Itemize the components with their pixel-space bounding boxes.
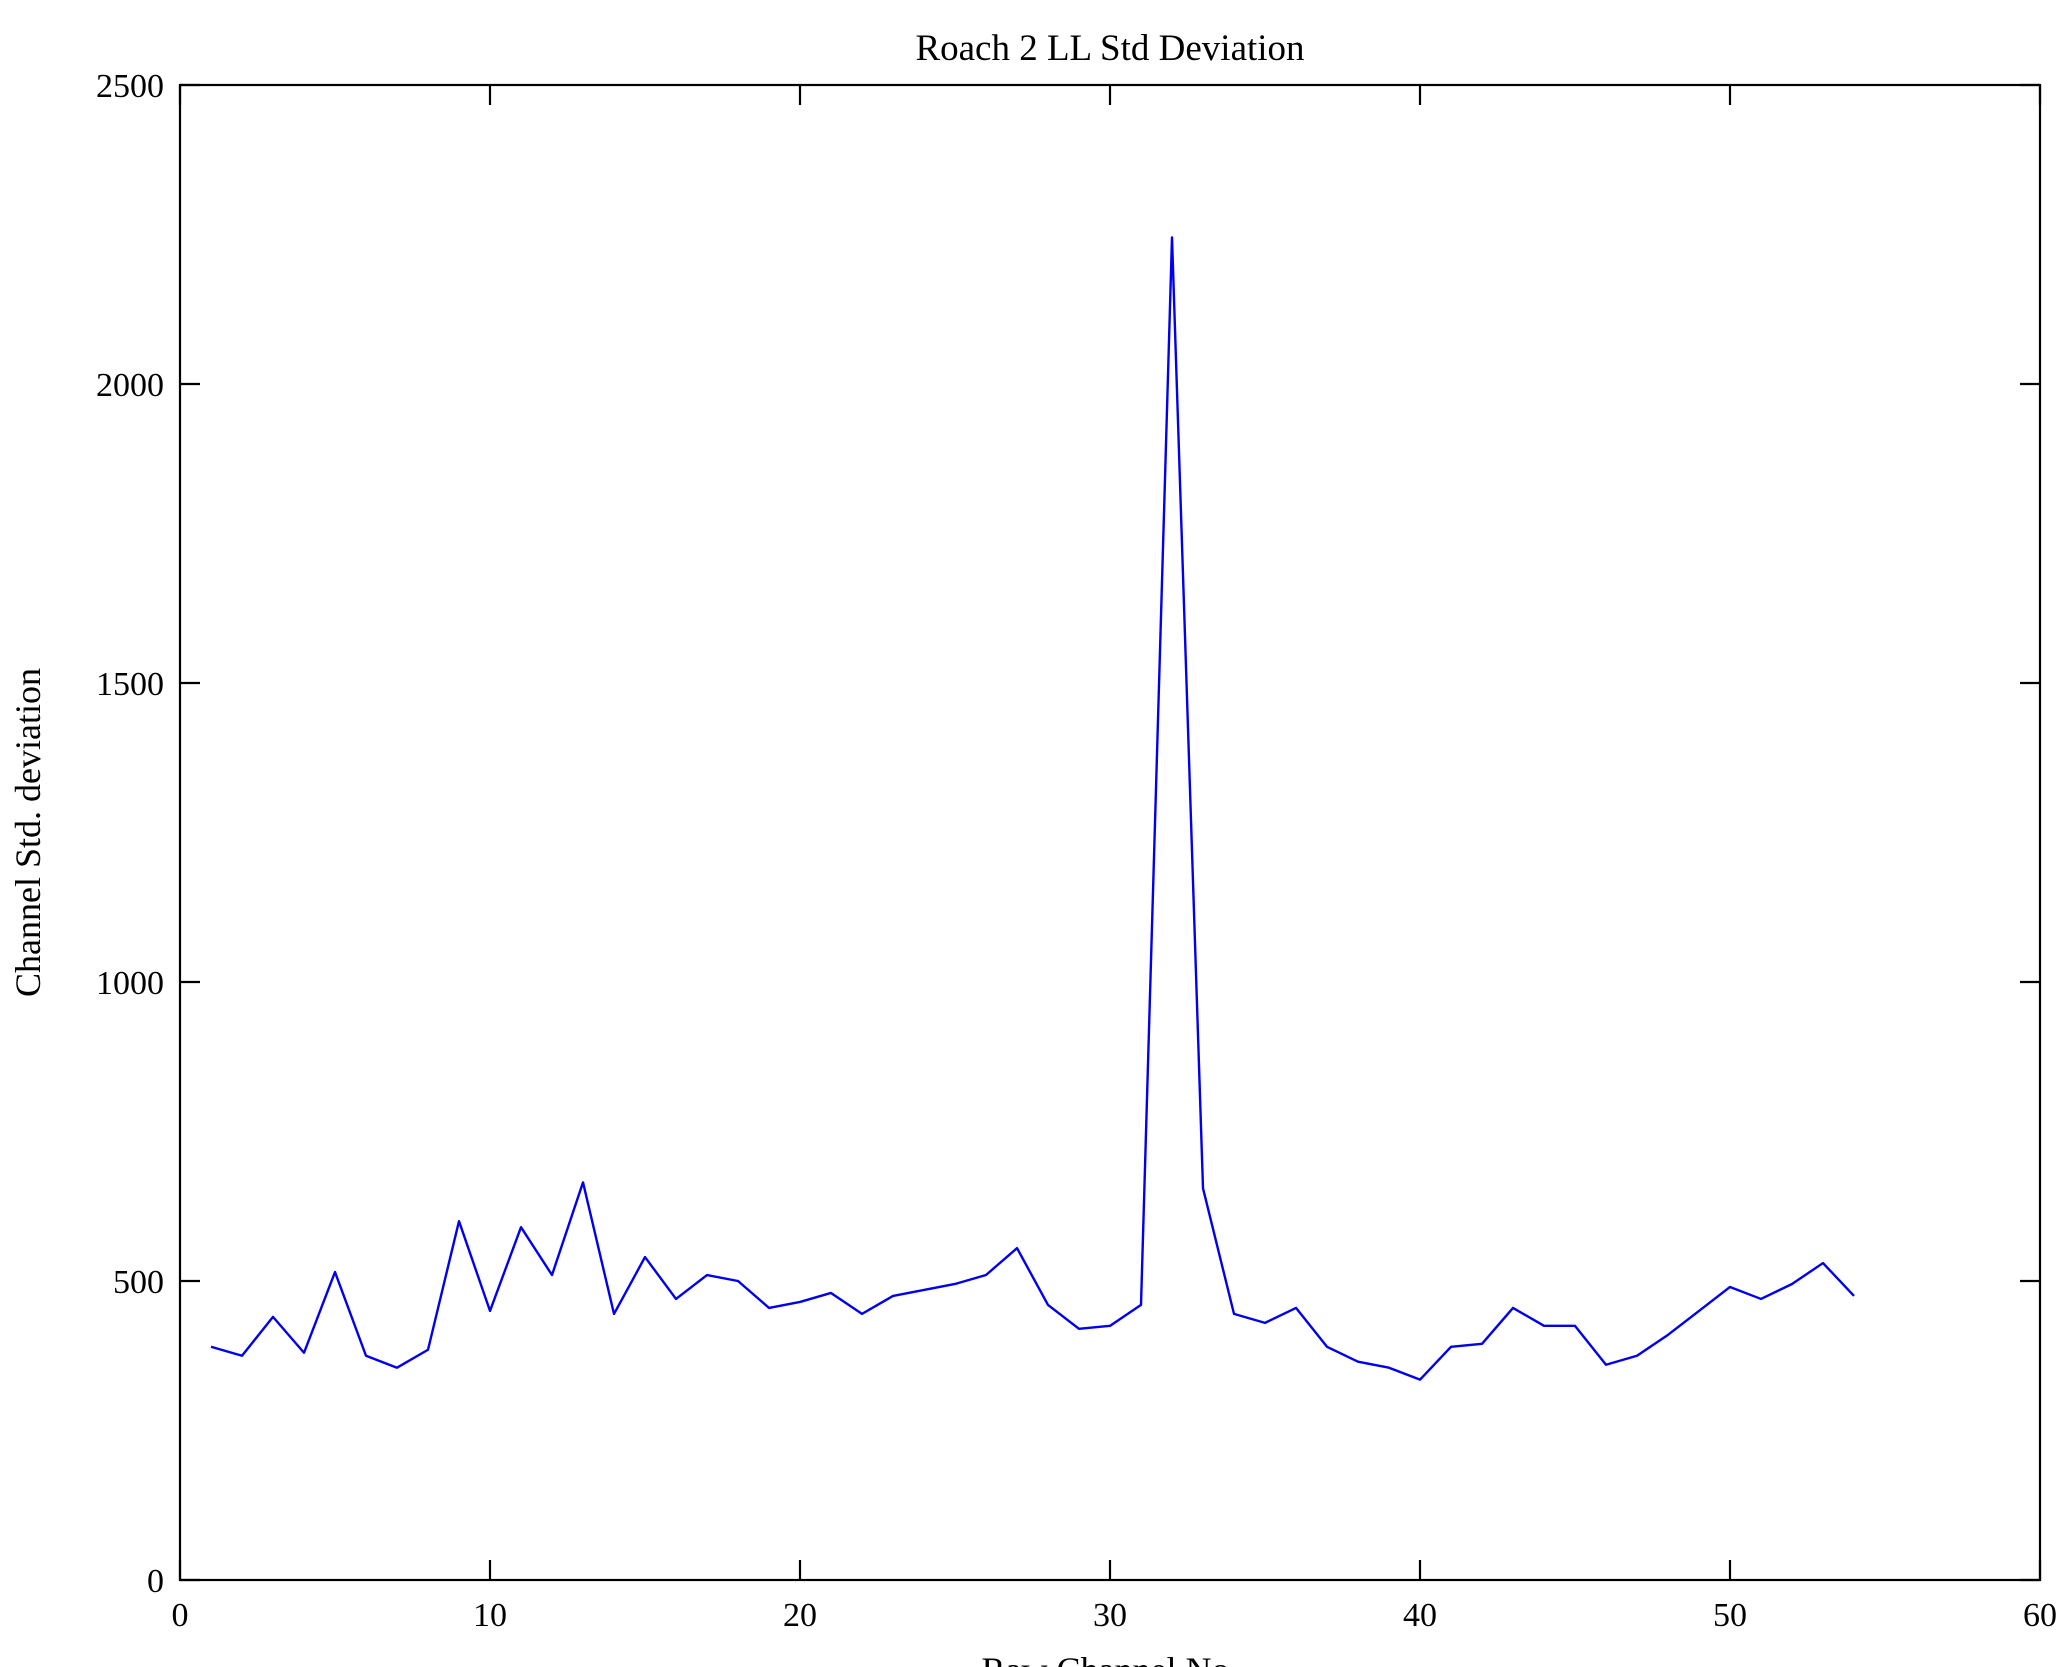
- y-tick-label: 0: [147, 1563, 164, 1600]
- x-tick-label: 0: [172, 1597, 189, 1634]
- y-tick-label: 2000: [96, 367, 164, 404]
- x-tick-label: 30: [1093, 1597, 1127, 1634]
- x-axis-label: Raw Channel No.: [982, 1650, 1239, 1667]
- y-axis-label: Channel Std. deviation: [8, 668, 48, 997]
- x-tick-labels: 0 10 20 30 40 50 60: [172, 1597, 2058, 1634]
- x-tick-label: 10: [473, 1597, 507, 1634]
- data-line: [210, 236, 1855, 1381]
- axis-ticks: [178, 83, 2042, 1582]
- x-tick-label: 60: [2023, 1597, 2057, 1634]
- x-tick-label: 40: [1403, 1597, 1437, 1634]
- y-tick-label: 2500: [96, 68, 164, 105]
- y-tick-label: 500: [113, 1264, 164, 1301]
- y-tick-labels: 0 500 1000 1500 2000 2500: [96, 68, 164, 1600]
- chart-title: Roach 2 LL Std Deviation: [915, 28, 1304, 69]
- x-tick-label: 20: [783, 1597, 817, 1634]
- y-tick-label: 1500: [96, 666, 164, 703]
- plot-area: [180, 85, 2040, 1580]
- x-tick-label: 50: [1713, 1597, 1747, 1634]
- y-tick-label: 1000: [96, 965, 164, 1002]
